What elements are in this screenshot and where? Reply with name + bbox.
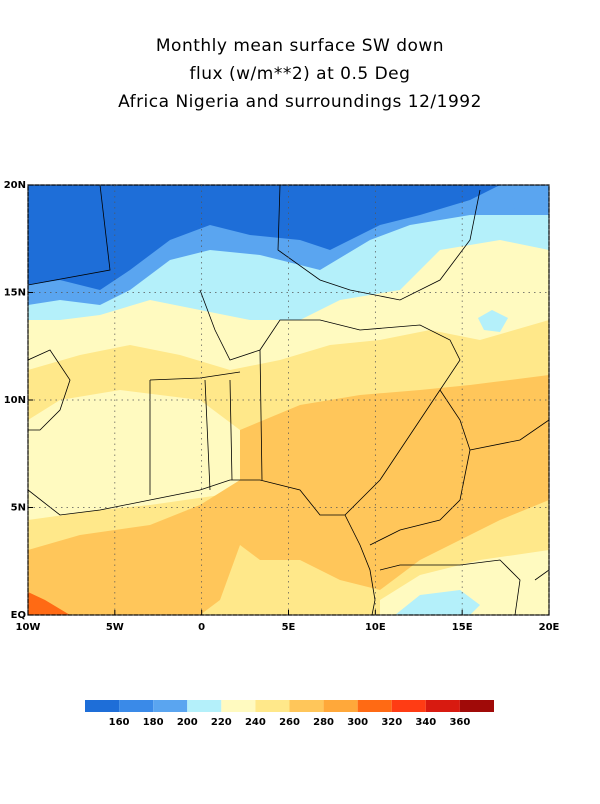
field-contour: [510, 185, 549, 215]
colorbar-label: 340: [415, 717, 436, 728]
x-tick-label: 15E: [452, 622, 473, 633]
y-tick-label: 5N: [11, 503, 26, 514]
y-tick-label: EQ: [11, 610, 26, 621]
title-line: Africa Nigeria and surroundings 12/1992: [118, 92, 482, 112]
colorbar-box: [85, 700, 120, 712]
colorbar-box: [187, 700, 222, 712]
field-contour: [395, 590, 480, 615]
colorbar-label: 220: [211, 717, 232, 728]
colorbar-label: 280: [313, 717, 334, 728]
title-line: Monthly mean surface SW down: [156, 36, 444, 56]
colorbar-label: 160: [109, 717, 130, 728]
colorbar-label: 320: [381, 717, 402, 728]
field-contour: [478, 310, 508, 332]
colorbar-box: [357, 700, 392, 712]
y-tick-label: 10N: [4, 395, 26, 406]
colorbar-box: [391, 700, 426, 712]
colorbar-box: [153, 700, 188, 712]
x-tick-label: 0: [198, 622, 205, 633]
x-tick-label: 5E: [282, 622, 296, 633]
title-line: flux (w/m**2) at 0.5 Deg: [190, 64, 411, 84]
y-tick-label: 15N: [4, 288, 26, 299]
colorbar-label: 360: [449, 717, 470, 728]
x-tick-label: 20E: [539, 622, 560, 633]
colorbar-box: [119, 700, 154, 712]
colorbar-box: [255, 700, 290, 712]
colorbar-label: 260: [279, 717, 300, 728]
colorbar-box: [459, 700, 494, 712]
x-tick-label: 10E: [365, 622, 386, 633]
colorbar-box: [221, 700, 256, 712]
coastline: [28, 479, 376, 615]
x-tick-label: 10W: [16, 622, 41, 633]
colorbar-label: 240: [245, 717, 266, 728]
field-contour: [28, 592, 70, 615]
field-contour: [28, 185, 500, 290]
y-tick-label: 20N: [4, 180, 26, 191]
colorbar-box: [425, 700, 460, 712]
colorbar-label: 300: [347, 717, 368, 728]
colorbar-box: [289, 700, 324, 712]
x-tick-label: 5W: [106, 622, 124, 633]
colorbar-label: 200: [177, 717, 198, 728]
field-contour: [28, 375, 549, 615]
colorbar-box: [323, 700, 358, 712]
colorbar-label: 180: [143, 717, 164, 728]
